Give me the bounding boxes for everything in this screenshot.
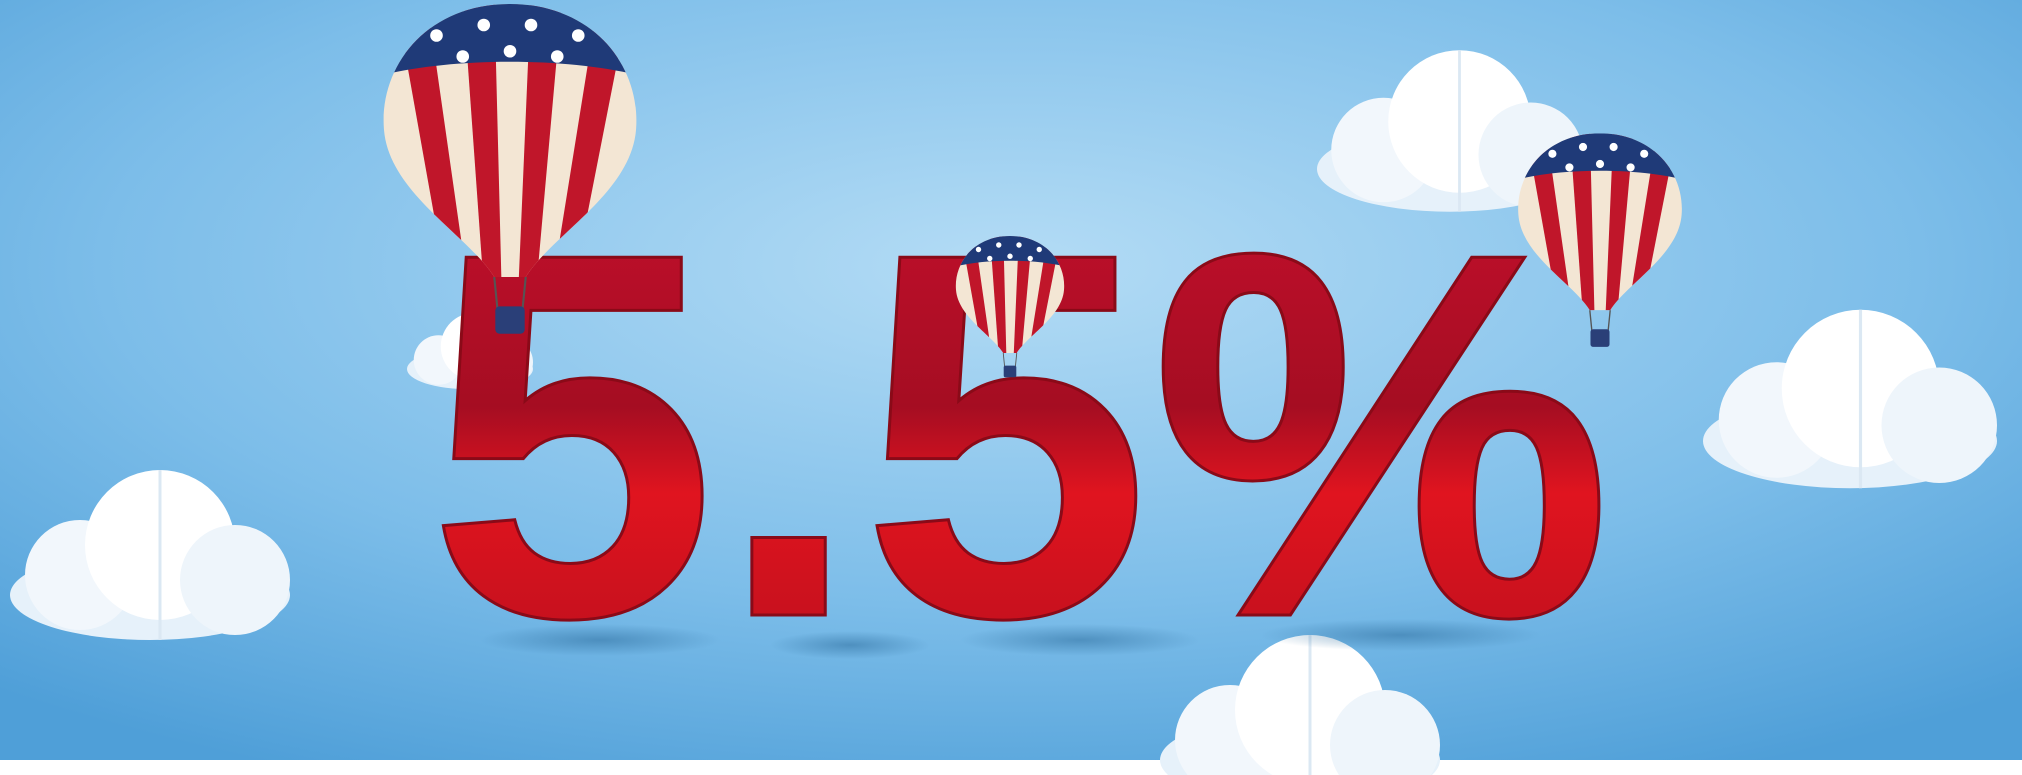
page: 5.5% (() => { const data = JSON.parse(do… <box>0 0 2022 775</box>
banner: 5.5% <box>0 0 2022 775</box>
headline: 5.5% <box>427 145 1612 726</box>
